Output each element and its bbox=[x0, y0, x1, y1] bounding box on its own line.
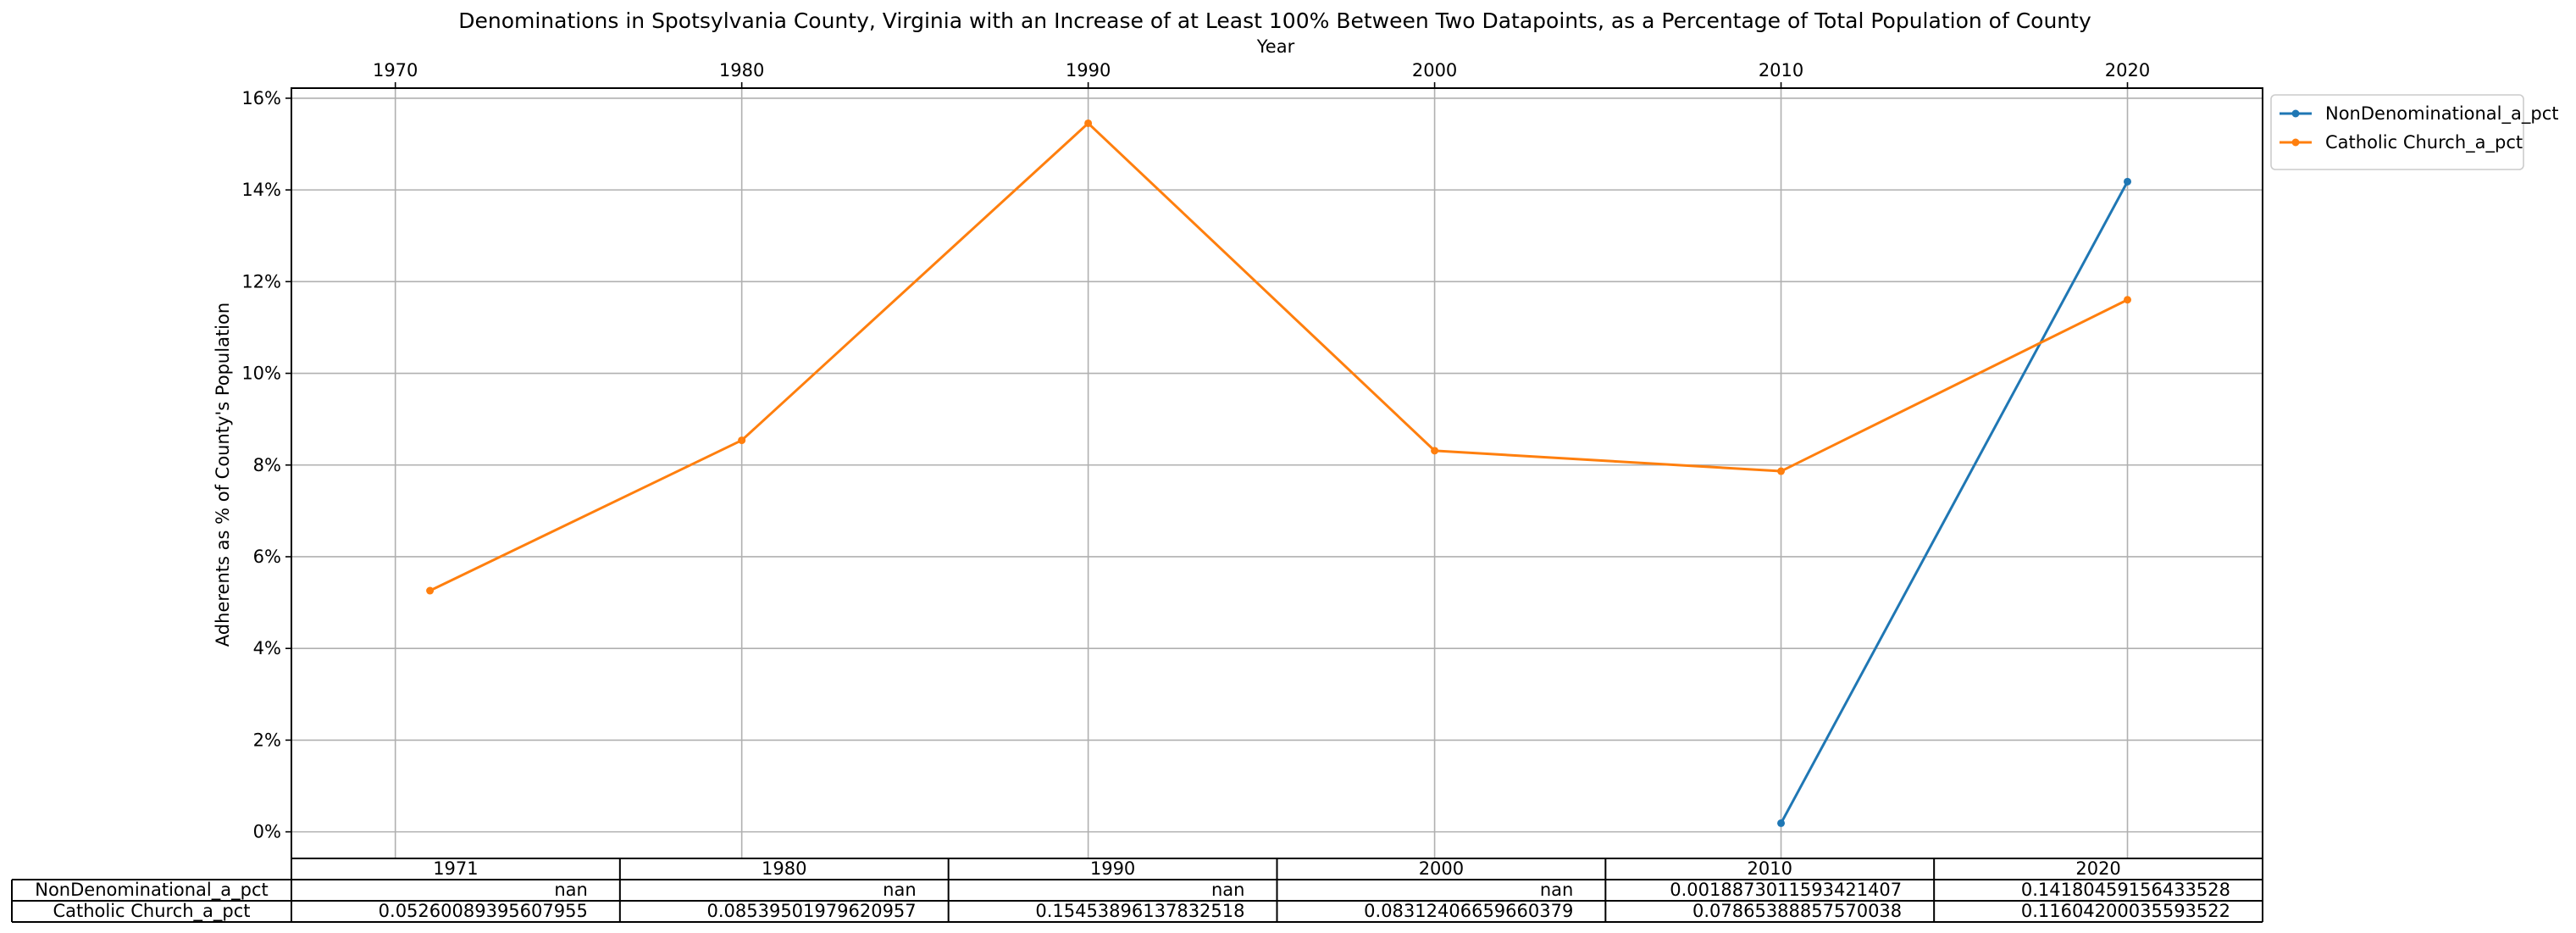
table-cell: 0.07865388857570038 bbox=[1692, 901, 1902, 921]
grid-lines bbox=[291, 88, 2263, 858]
table-column-header: 1971 bbox=[433, 858, 478, 879]
table-cell: 0.05260089395607955 bbox=[379, 901, 588, 921]
y-tick-label: 16% bbox=[241, 88, 281, 108]
legend-label: NonDenominational_a_pct bbox=[2325, 103, 2559, 125]
plot-series bbox=[426, 119, 2132, 827]
table-column-header: 2000 bbox=[1419, 858, 1464, 879]
y-tick-label: 14% bbox=[241, 180, 281, 200]
legend-marker bbox=[2291, 109, 2300, 118]
chart-title: Denominations in Spotsylvania County, Vi… bbox=[458, 8, 2091, 33]
table-cell: nan bbox=[554, 880, 588, 900]
x-tick-label: 1970 bbox=[373, 60, 418, 81]
data-point bbox=[1431, 447, 1439, 455]
table-cell: 0.14180459156433528 bbox=[2021, 880, 2230, 900]
table-row-label: Catholic Church_a_pct bbox=[53, 901, 250, 922]
series-line-0 bbox=[1780, 180, 2129, 825]
x-tick-label: 1980 bbox=[719, 60, 764, 81]
legend-label: Catholic Church_a_pct bbox=[2325, 132, 2523, 153]
x-axis-label: Year bbox=[1256, 36, 1295, 57]
table-cell: 0.11604200035593522 bbox=[2021, 901, 2230, 921]
data-point bbox=[1084, 119, 1093, 127]
series-line-1 bbox=[429, 121, 2129, 592]
y-tick-label: 0% bbox=[253, 822, 281, 842]
table-column-header: 1990 bbox=[1090, 858, 1135, 879]
y-axis-label: Adherents as % of County's Population bbox=[213, 303, 233, 647]
data-point bbox=[2124, 177, 2132, 186]
table-column-header: 1980 bbox=[762, 858, 806, 879]
table-column-header: 2020 bbox=[2075, 858, 2120, 879]
data-point bbox=[1777, 819, 1786, 827]
data-table: 1971 1980 1990 2000 2010 2020 NonDenominationa… bbox=[11, 858, 2263, 923]
table-cell: 0.08312406659660379 bbox=[1364, 901, 1573, 921]
legend: NonDenominational_a_pct Catholic Church_a… bbox=[2270, 94, 2559, 170]
table-cell: 0.15453896137832518 bbox=[1035, 901, 1244, 921]
x-tick-label: 1990 bbox=[1066, 60, 1111, 81]
table-cell: nan bbox=[1211, 880, 1245, 900]
x-ticks: 1970 1980 1990 2000 2010 2020 bbox=[373, 60, 2150, 88]
y-tick-label: 6% bbox=[253, 547, 281, 567]
table-row-label: NonDenominational_a_pct bbox=[35, 880, 269, 901]
table-cell: nan bbox=[883, 880, 917, 900]
x-tick-label: 2000 bbox=[1412, 60, 1457, 81]
x-tick-label: 2010 bbox=[1759, 60, 1803, 81]
table-cell: 0.08539501979620957 bbox=[706, 901, 916, 921]
data-point bbox=[2124, 296, 2132, 304]
x-tick-label: 2020 bbox=[2105, 60, 2150, 81]
table-cell: 0.0018873011593421407 bbox=[1670, 880, 1902, 900]
y-tick-label: 10% bbox=[241, 364, 281, 384]
y-tick-label: 4% bbox=[253, 638, 281, 658]
table-cell: nan bbox=[1540, 880, 1574, 900]
y-ticks: 0% 2% 4% 6% 8% 10% 12% 14% 16% bbox=[241, 88, 291, 842]
data-point bbox=[738, 436, 746, 445]
plot-frame bbox=[291, 87, 2263, 859]
y-tick-label: 12% bbox=[241, 271, 281, 292]
legend-box bbox=[2270, 94, 2524, 170]
legend-marker bbox=[2291, 138, 2300, 147]
data-point bbox=[1777, 467, 1786, 475]
data-point bbox=[426, 586, 435, 595]
y-tick-label: 2% bbox=[253, 730, 281, 750]
y-tick-label: 8% bbox=[253, 455, 281, 475]
table-column-header: 2010 bbox=[1748, 858, 1792, 879]
